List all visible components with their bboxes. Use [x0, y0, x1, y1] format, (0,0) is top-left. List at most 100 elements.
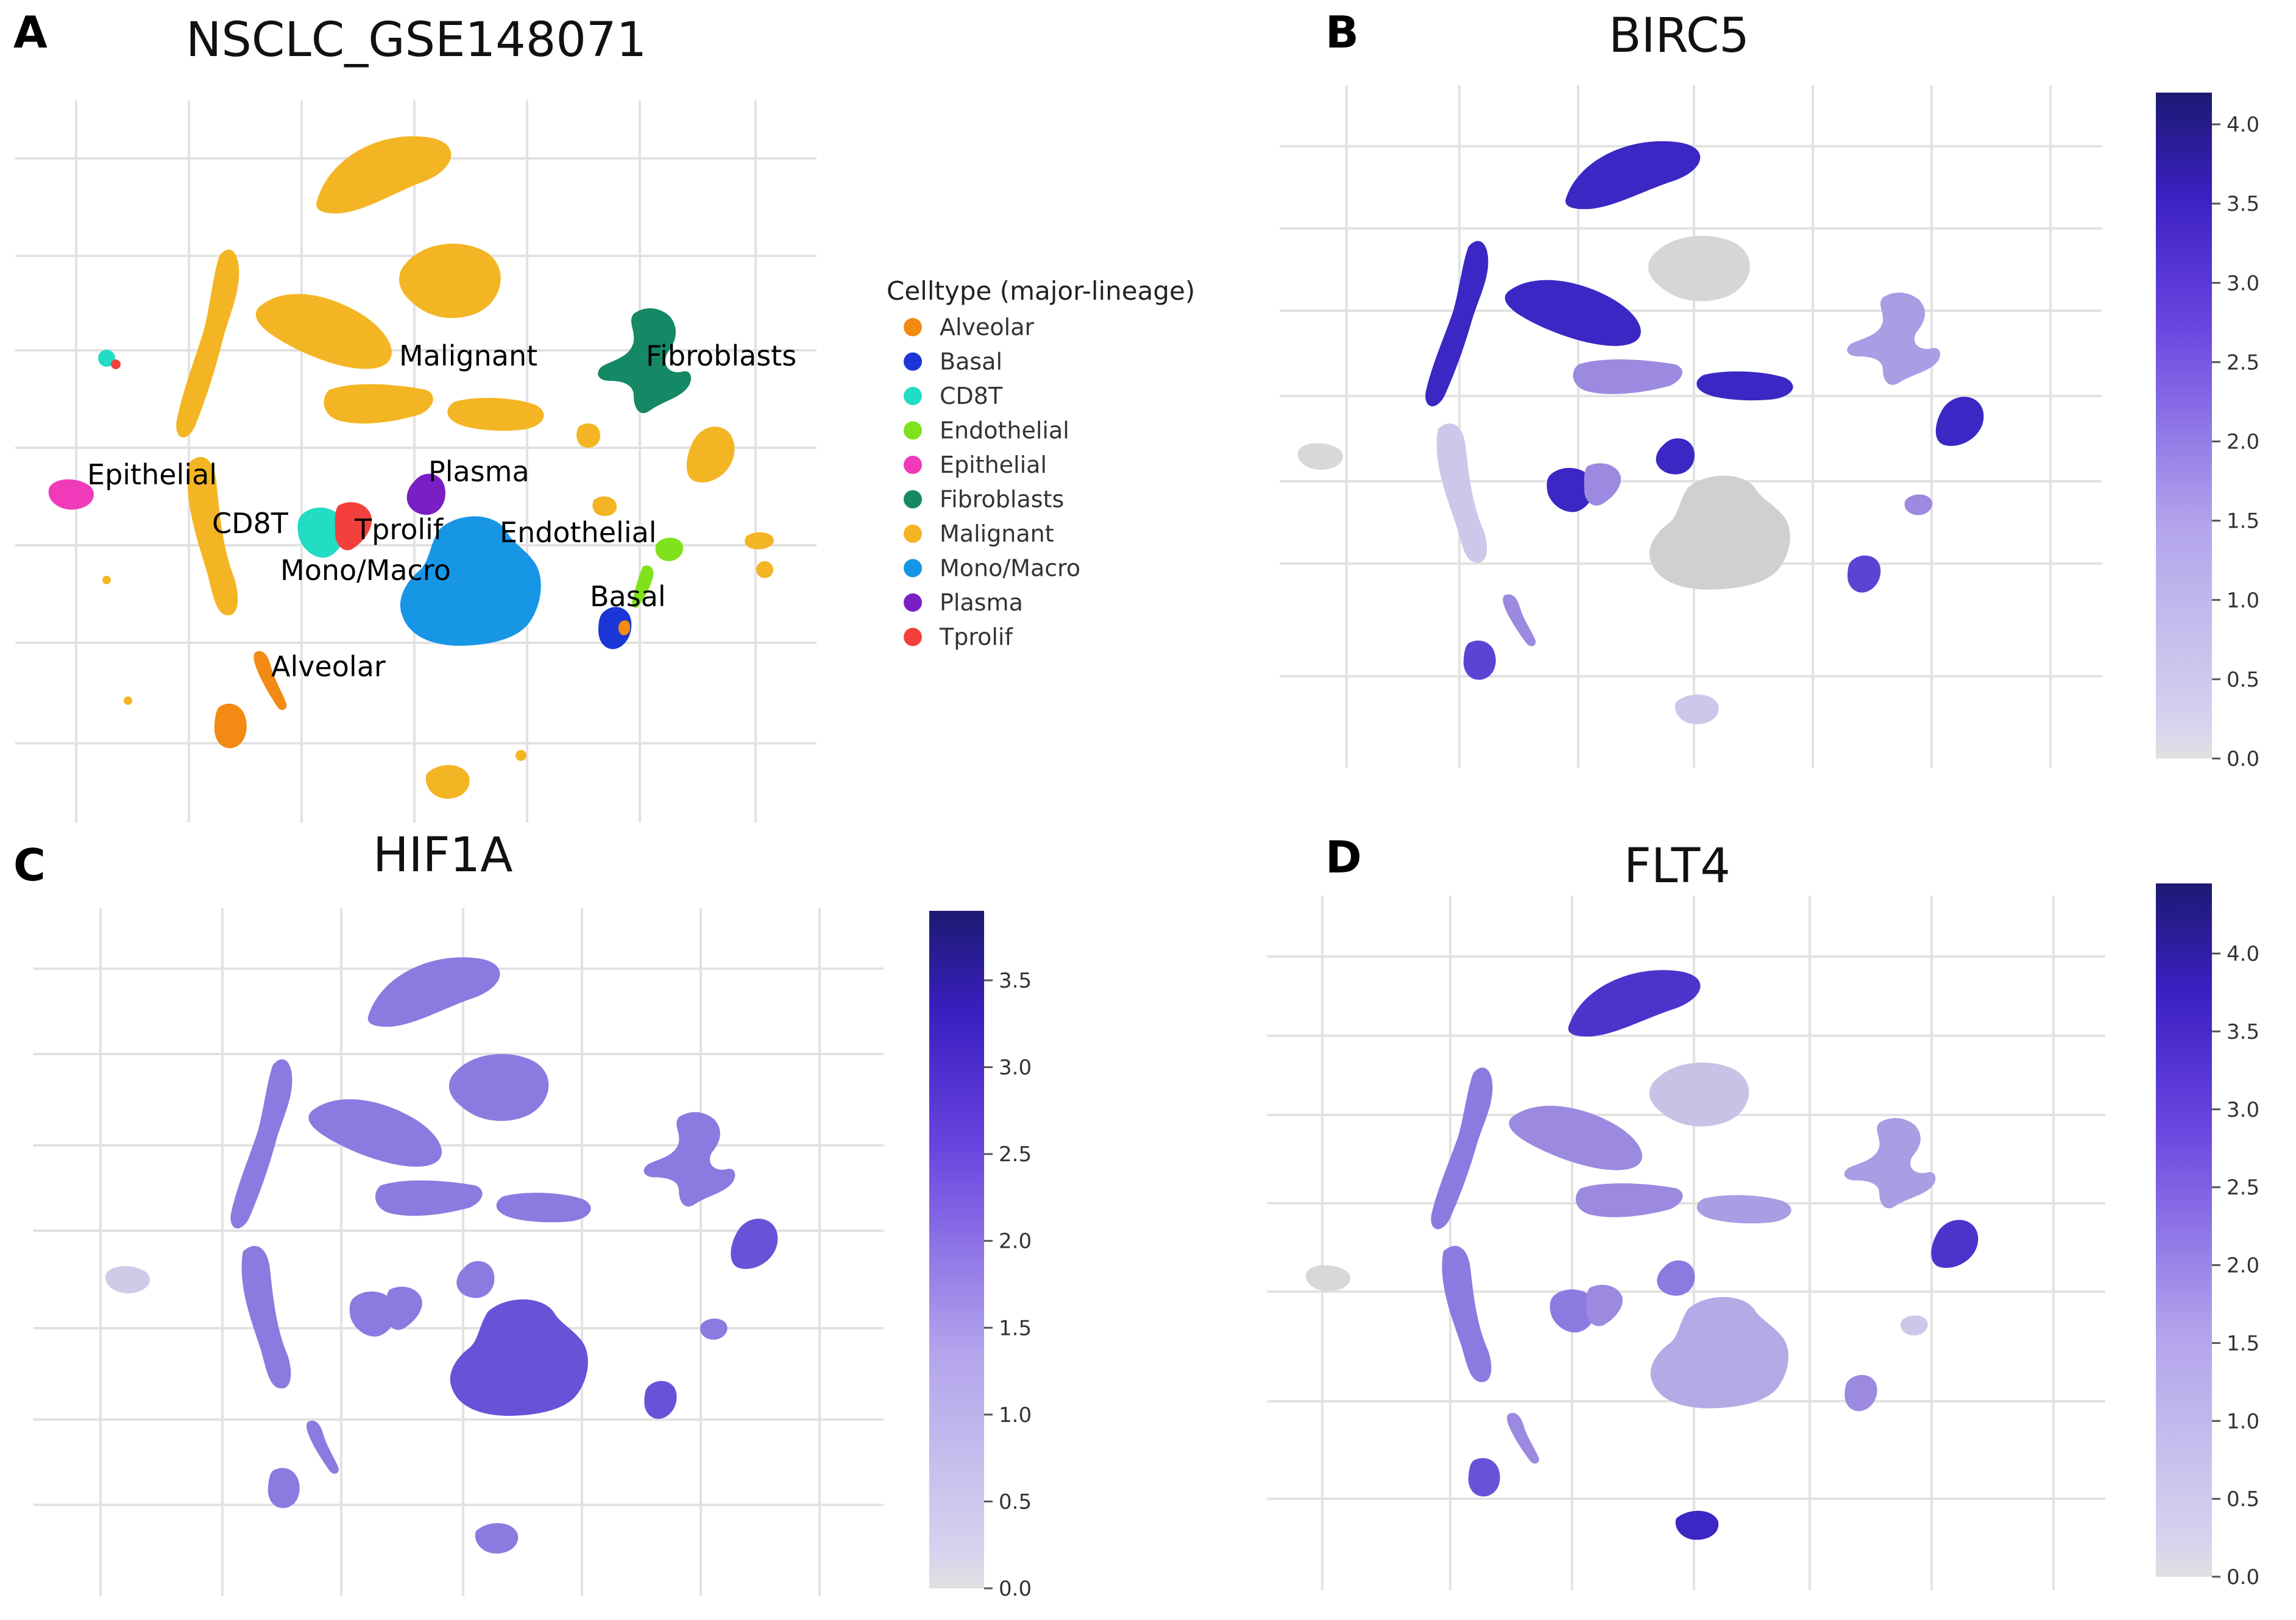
legend-swatch [904, 559, 922, 578]
colorbar-tick-label: 3.0 [999, 1056, 1032, 1080]
expression-cluster [268, 1468, 300, 1509]
expression-cluster [1442, 1246, 1492, 1382]
expression-cluster [1844, 1374, 1877, 1412]
expression-cluster [1935, 397, 1984, 446]
panel-a-grid [15, 101, 817, 822]
colorbar-tick-label: 2.0 [2227, 1254, 2259, 1278]
expression-cluster [1584, 463, 1621, 506]
expression-cluster [1696, 1195, 1791, 1223]
cluster-basal [598, 607, 632, 649]
expression-cluster [1509, 1105, 1643, 1170]
colorbar-tick-label: 1.5 [2227, 509, 2259, 534]
expression-cluster [1575, 1183, 1683, 1217]
colorbar-gradient [2156, 883, 2212, 1577]
colorbar-tick-label: 1.0 [2227, 589, 2259, 613]
legend-title: Celltype (major-lineage) [887, 276, 1195, 306]
panel-b-points [1297, 141, 1984, 724]
legend-label: Tprolif [939, 624, 1013, 651]
cluster-alveolar-stream [253, 651, 287, 710]
cluster-malignant-mid2 [447, 398, 544, 431]
cluster-endothelial [655, 537, 684, 561]
cluster-malignant-small1 [576, 423, 600, 448]
expression-cluster [230, 1059, 292, 1229]
cluster-malignant-band [324, 384, 433, 424]
panel-letter-a: A [13, 7, 48, 58]
panel-a-title: NSCLC_GSE148071 [186, 13, 647, 68]
cluster-malignant-small5 [516, 750, 526, 761]
cluster-label-tprolif: Tprolif [354, 513, 444, 546]
panel-c-title: HIF1A [373, 828, 513, 883]
expression-cluster [306, 1420, 339, 1474]
legend-swatch [904, 421, 922, 440]
cluster-malignant-small2 [592, 496, 617, 516]
colorbar-tick-label: 1.5 [999, 1316, 1032, 1340]
legend-label: Fibroblasts [940, 486, 1064, 513]
expression-cluster [448, 1054, 549, 1121]
legend-swatch [904, 387, 922, 405]
cluster-malignant-right2 [745, 532, 774, 550]
colorbar-tick-label: 0.5 [999, 1490, 1032, 1514]
expression-cluster [1568, 970, 1701, 1037]
expression-cluster [644, 1381, 677, 1419]
expression-cluster [241, 1246, 291, 1388]
panel-a-legend: Celltype (major-lineage) Alveolar Basal CD… [887, 276, 1195, 651]
cluster-malignant-bottom [425, 765, 470, 799]
legend-swatch [904, 593, 922, 612]
panel-d-title: FLT4 [1624, 839, 1731, 894]
panel-letter-b: B [1325, 7, 1359, 58]
cluster-label-fibroblasts: Fibroblasts [646, 339, 796, 372]
colorbar-tick-label: 0.5 [2227, 1487, 2259, 1512]
colorbar-tick-label: 3.5 [999, 969, 1032, 993]
colorbar-tick-label: 3.5 [2227, 1020, 2259, 1044]
expression-cluster [1901, 1315, 1928, 1336]
cluster-fibroblasts [598, 308, 692, 414]
cluster-malignant-upper [399, 244, 501, 319]
cluster-label-epithelial: Epithelial [87, 458, 217, 491]
expression-cluster [1657, 1260, 1695, 1296]
cluster-malignant-mid [255, 294, 392, 369]
expression-cluster [1463, 640, 1496, 680]
legend-label: Epithelial [940, 451, 1047, 478]
expression-cluster [475, 1523, 519, 1554]
colorbar-tick-label: 0.0 [2227, 747, 2259, 771]
expression-cluster [308, 1099, 442, 1167]
colorbar-tick-label: 2.5 [2227, 350, 2259, 375]
cluster-malignant-ll [187, 457, 238, 615]
colorbar-tick-label: 1.0 [999, 1403, 1032, 1427]
colorbar-tick-label: 4.0 [2227, 113, 2259, 137]
expression-cluster [1656, 438, 1695, 475]
cluster-alveolar [214, 704, 247, 749]
cluster-alveolar-small [102, 576, 111, 584]
cluster-mono-macro [400, 516, 541, 646]
expression-cluster [1507, 1413, 1539, 1464]
expression-cluster [1649, 475, 1790, 590]
colorbar-tick-label: 3.5 [2227, 192, 2259, 216]
cluster-label-alveolar: Alveolar [271, 650, 386, 683]
expression-cluster [386, 1286, 422, 1330]
cluster-plasma [406, 473, 445, 515]
colorbar-tick-label: 2.0 [999, 1229, 1032, 1254]
colorbar-tick-label: 2.0 [2227, 430, 2259, 455]
colorbar-tick-label: 4.0 [2227, 942, 2259, 966]
cluster-tprolif [335, 502, 372, 551]
colorbar-gradient [929, 911, 984, 1588]
legend-label: CD8T [940, 383, 1003, 409]
colorbar-tick-label: 1.0 [2227, 1409, 2259, 1434]
cluster-label-cd8t: CD8T [212, 507, 289, 540]
expression-cluster [1848, 555, 1881, 593]
legend-label: Malignant [940, 520, 1054, 547]
expression-cluster [1649, 1063, 1749, 1127]
expression-cluster [700, 1318, 728, 1340]
expression-cluster [1297, 443, 1343, 470]
expression-cluster [349, 1291, 396, 1337]
expression-cluster [1573, 359, 1682, 394]
expression-cluster [1847, 292, 1941, 385]
cluster-basal-accent [618, 620, 631, 635]
expression-cluster [496, 1192, 591, 1223]
panel-c-points [105, 957, 778, 1554]
legend-swatch [904, 318, 922, 336]
cluster-malignant-left [176, 249, 239, 438]
cluster-malignant-small4 [756, 561, 773, 578]
expression-cluster [1468, 1458, 1500, 1497]
